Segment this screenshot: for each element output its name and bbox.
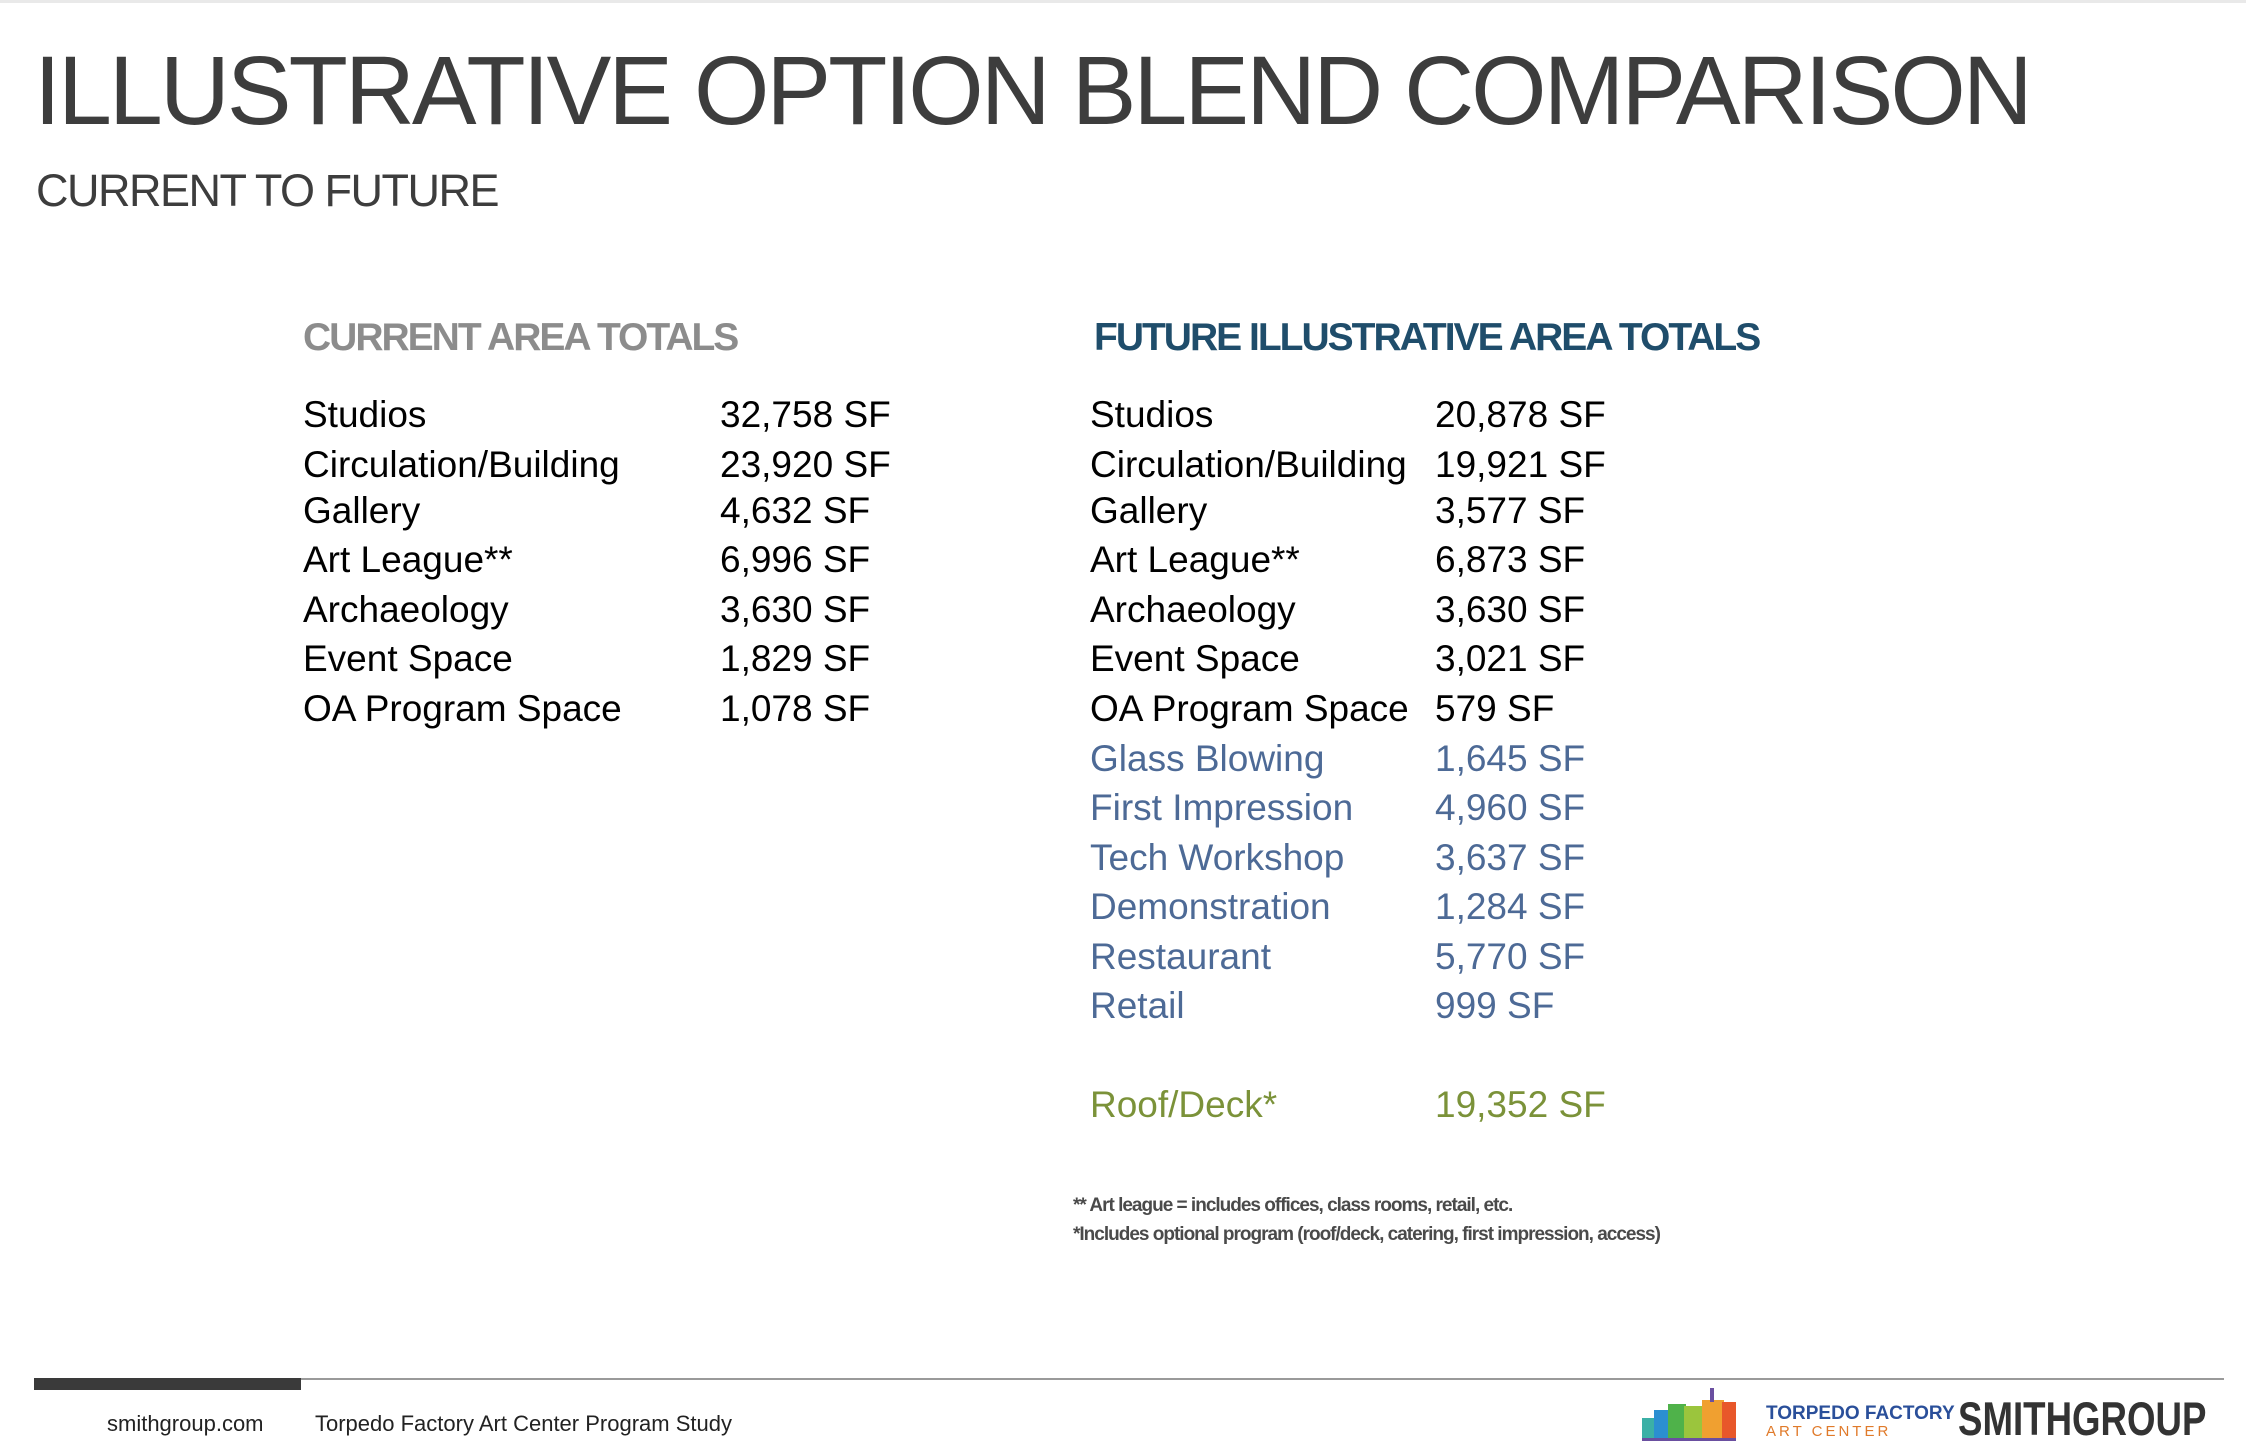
area-label: Art League** bbox=[303, 539, 513, 580]
area-label: Retail bbox=[1090, 985, 1185, 1026]
area-label: Glass Blowing bbox=[1090, 738, 1325, 779]
torpedo-factory-logo-icon bbox=[1642, 1388, 1736, 1441]
area-label: First Impression bbox=[1090, 787, 1354, 828]
area-value: 3,021 SF bbox=[1435, 638, 1586, 679]
footer-project-name: Torpedo Factory Art Center Program Study bbox=[315, 1411, 732, 1436]
future-area-heading: FUTURE ILLUSTRATIVE AREA TOTALS bbox=[1094, 316, 1761, 359]
area-value: 999 SF bbox=[1435, 985, 1555, 1026]
area-value: 1,284 SF bbox=[1435, 886, 1586, 927]
area-value: 19,352 SF bbox=[1435, 1084, 1606, 1125]
area-label: Circulation/Building bbox=[1090, 444, 1407, 485]
top-border bbox=[0, 0, 2246, 3]
area-label: Demonstration bbox=[1090, 886, 1331, 927]
area-value: 579 SF bbox=[1435, 688, 1555, 729]
area-label: Gallery bbox=[1090, 490, 1208, 531]
art-center-logo-text: ART CENTER bbox=[1766, 1423, 1892, 1440]
area-label: Event Space bbox=[1090, 638, 1300, 679]
area-value: 23,920 SF bbox=[720, 444, 891, 485]
area-value: 3,630 SF bbox=[1435, 589, 1586, 630]
area-value: 3,630 SF bbox=[720, 589, 871, 630]
area-label: Archaeology bbox=[303, 589, 509, 630]
area-value: 5,770 SF bbox=[1435, 936, 1586, 977]
footer-divider bbox=[34, 1378, 2224, 1380]
current-area-heading: CURRENT AREA TOTALS bbox=[303, 316, 739, 359]
footer-accent-bar bbox=[34, 1378, 301, 1390]
area-label: OA Program Space bbox=[1090, 688, 1409, 729]
area-value: 3,577 SF bbox=[1435, 490, 1586, 531]
area-label: Studios bbox=[303, 394, 427, 435]
smithgroup-logo: SMITHGROUP bbox=[1958, 1392, 2207, 1445]
area-value: 4,960 SF bbox=[1435, 787, 1586, 828]
area-value: 1,078 SF bbox=[720, 688, 871, 729]
area-label: OA Program Space bbox=[303, 688, 622, 729]
area-label: Studios bbox=[1090, 394, 1214, 435]
area-label: Circulation/Building bbox=[303, 444, 620, 485]
area-value: 3,637 SF bbox=[1435, 837, 1586, 878]
page-title: ILLUSTRATIVE OPTION BLEND COMPARISON bbox=[34, 36, 2033, 145]
area-label: Gallery bbox=[303, 490, 421, 531]
area-value: 6,996 SF bbox=[720, 539, 871, 580]
area-value: 20,878 SF bbox=[1435, 394, 1606, 435]
area-label: Tech Workshop bbox=[1090, 837, 1345, 878]
area-label: Archaeology bbox=[1090, 589, 1296, 630]
torpedo-factory-logo-text: TORPEDO FACTORY bbox=[1766, 1403, 1955, 1424]
area-label: Art League** bbox=[1090, 539, 1300, 580]
footnote-optional-program: *Includes optional program (roof/deck, c… bbox=[1073, 1224, 1661, 1245]
page-subtitle: CURRENT TO FUTURE bbox=[36, 165, 500, 216]
area-value: 4,632 SF bbox=[720, 490, 871, 531]
area-label: Event Space bbox=[303, 638, 513, 679]
area-label: Roof/Deck* bbox=[1090, 1084, 1278, 1125]
area-value: 32,758 SF bbox=[720, 394, 891, 435]
footnote-art-league: ** Art league = includes offices, class … bbox=[1073, 1195, 1513, 1216]
area-value: 1,829 SF bbox=[720, 638, 871, 679]
footer-website: smithgroup.com bbox=[107, 1411, 264, 1436]
area-value: 19,921 SF bbox=[1435, 444, 1606, 485]
area-value: 6,873 SF bbox=[1435, 539, 1586, 580]
area-value: 1,645 SF bbox=[1435, 738, 1586, 779]
area-label: Restaurant bbox=[1090, 936, 1271, 977]
